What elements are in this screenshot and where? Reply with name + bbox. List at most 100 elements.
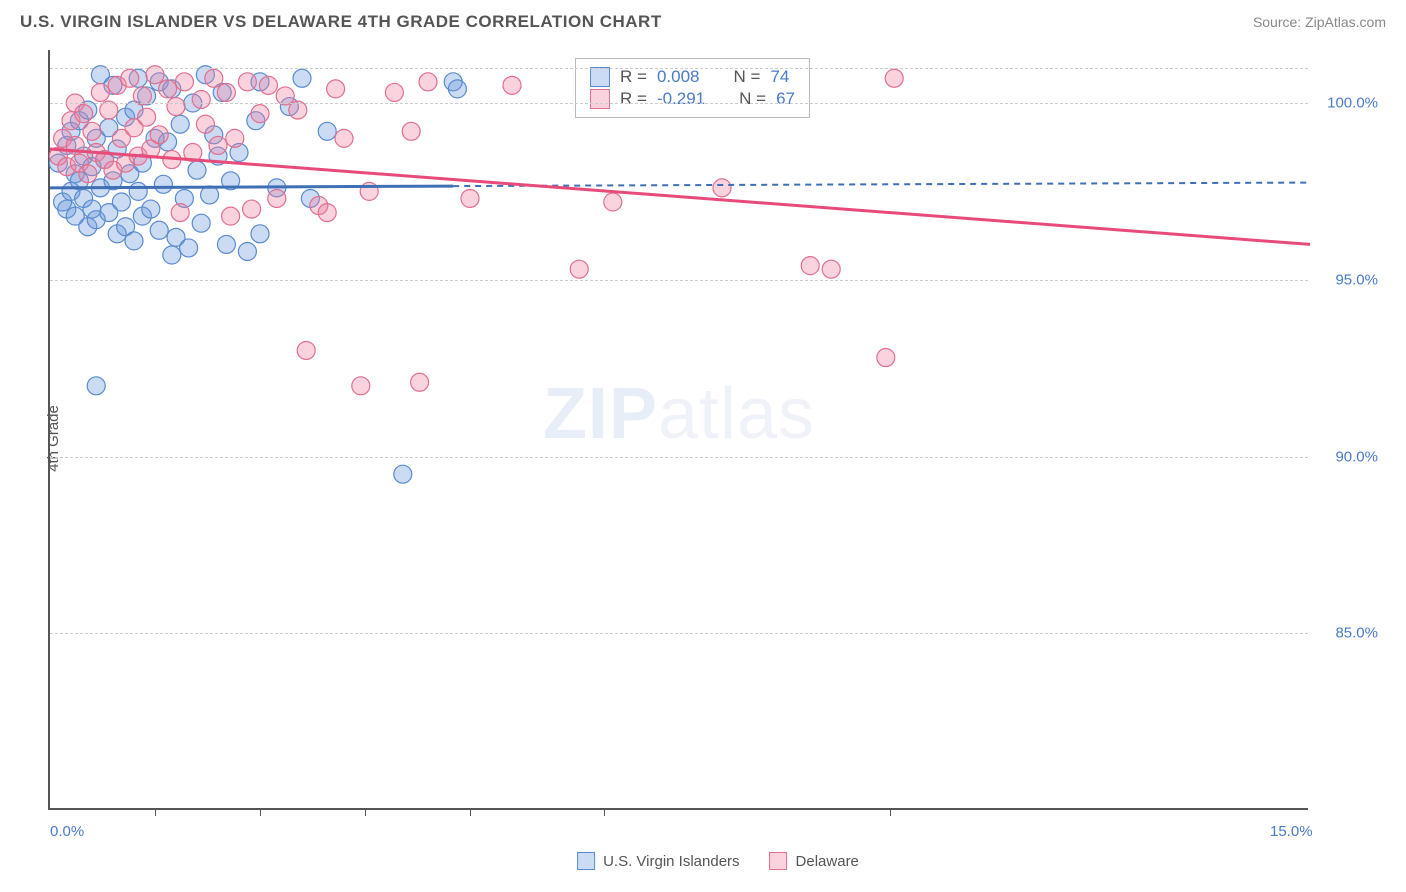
- data-point: [604, 193, 622, 211]
- data-point: [885, 69, 903, 87]
- x-tick: [260, 808, 261, 816]
- data-point: [217, 235, 235, 253]
- legend-label: Delaware: [796, 853, 859, 870]
- x-tick: [470, 808, 471, 816]
- data-point: [251, 105, 269, 123]
- data-point: [419, 73, 437, 91]
- data-point: [192, 90, 210, 108]
- data-point: [188, 161, 206, 179]
- data-point: [192, 214, 210, 232]
- x-tick: [604, 808, 605, 816]
- data-point: [801, 257, 819, 275]
- legend-label: U.S. Virgin Islanders: [603, 853, 739, 870]
- data-point: [259, 76, 277, 94]
- data-point: [150, 221, 168, 239]
- data-point: [503, 76, 521, 94]
- y-tick-label: 90.0%: [1335, 448, 1378, 465]
- legend-swatch: [590, 89, 610, 109]
- gridline: [50, 457, 1308, 458]
- data-point: [79, 165, 97, 183]
- legend-n-value: 74: [770, 67, 789, 87]
- legend-n-label: N =: [733, 67, 760, 87]
- x-tick: [890, 808, 891, 816]
- data-point: [238, 73, 256, 91]
- y-tick-label: 100.0%: [1327, 95, 1378, 112]
- data-point: [112, 193, 130, 211]
- legend-r-value: -0.291: [657, 89, 705, 109]
- data-point: [150, 126, 168, 144]
- bottom-legend-item: U.S. Virgin Islanders: [577, 852, 739, 870]
- data-point: [352, 377, 370, 395]
- data-point: [205, 69, 223, 87]
- data-point: [75, 105, 93, 123]
- data-point: [570, 260, 588, 278]
- y-tick-label: 95.0%: [1335, 271, 1378, 288]
- data-point: [175, 73, 193, 91]
- legend-r-label: R =: [620, 67, 647, 87]
- gridline: [50, 68, 1308, 69]
- data-point: [385, 83, 403, 101]
- data-point: [293, 69, 311, 87]
- chart-source: Source: ZipAtlas.com: [1253, 14, 1386, 30]
- legend-row: R = 0.008 N = 74: [590, 67, 795, 87]
- chart-header: U.S. VIRGIN ISLANDER VS DELAWARE 4TH GRA…: [0, 0, 1406, 40]
- data-point: [251, 225, 269, 243]
- data-point: [411, 373, 429, 391]
- data-point: [87, 377, 105, 395]
- data-point: [461, 189, 479, 207]
- legend-r-label: R =: [620, 89, 647, 109]
- data-point: [209, 136, 227, 154]
- data-point: [327, 80, 345, 98]
- trend-line-dashed: [453, 183, 1310, 187]
- data-point: [163, 246, 181, 264]
- data-point: [125, 232, 143, 250]
- data-point: [121, 69, 139, 87]
- legend-n-label: N =: [739, 89, 766, 109]
- x-tick-label: 0.0%: [50, 823, 84, 840]
- data-point: [138, 108, 156, 126]
- data-point: [822, 260, 840, 278]
- gridline: [50, 103, 1308, 104]
- chart-title: U.S. VIRGIN ISLANDER VS DELAWARE 4TH GRA…: [20, 12, 662, 32]
- x-tick: [155, 808, 156, 816]
- trend-line: [50, 149, 1310, 244]
- data-point: [167, 98, 185, 116]
- data-point: [180, 239, 198, 257]
- scatter-plot-svg: [50, 50, 1308, 808]
- legend-n-value: 67: [776, 89, 795, 109]
- data-point: [268, 189, 286, 207]
- data-point: [448, 80, 466, 98]
- data-point: [877, 349, 895, 367]
- data-point: [171, 115, 189, 133]
- data-point: [402, 122, 420, 140]
- y-tick-label: 85.0%: [1335, 625, 1378, 642]
- bottom-legend-item: Delaware: [770, 852, 859, 870]
- plot-area: ZIPatlas R = 0.008N = 74R = -0.291N = 67…: [48, 50, 1308, 810]
- data-point: [196, 115, 214, 133]
- data-point: [91, 83, 109, 101]
- data-point: [226, 129, 244, 147]
- data-point: [713, 179, 731, 197]
- data-point: [83, 122, 101, 140]
- x-tick-label: 15.0%: [1270, 823, 1313, 840]
- gridline: [50, 280, 1308, 281]
- data-point: [129, 182, 147, 200]
- data-point: [171, 204, 189, 222]
- gridline: [50, 633, 1308, 634]
- trend-line: [50, 186, 453, 188]
- data-point: [297, 341, 315, 359]
- legend-swatch: [577, 852, 595, 870]
- legend-swatch: [770, 852, 788, 870]
- data-point: [318, 204, 336, 222]
- data-point: [335, 129, 353, 147]
- data-point: [243, 200, 261, 218]
- legend-row: R = -0.291 N = 67: [590, 89, 795, 109]
- data-point: [154, 175, 172, 193]
- legend-swatch: [590, 67, 610, 87]
- data-point: [142, 200, 160, 218]
- data-point: [394, 465, 412, 483]
- data-point: [222, 207, 240, 225]
- legend-r-value: 0.008: [657, 67, 700, 87]
- chart-container: 4th Grade ZIPatlas R = 0.008N = 74R = -0…: [48, 50, 1388, 830]
- x-tick: [365, 808, 366, 816]
